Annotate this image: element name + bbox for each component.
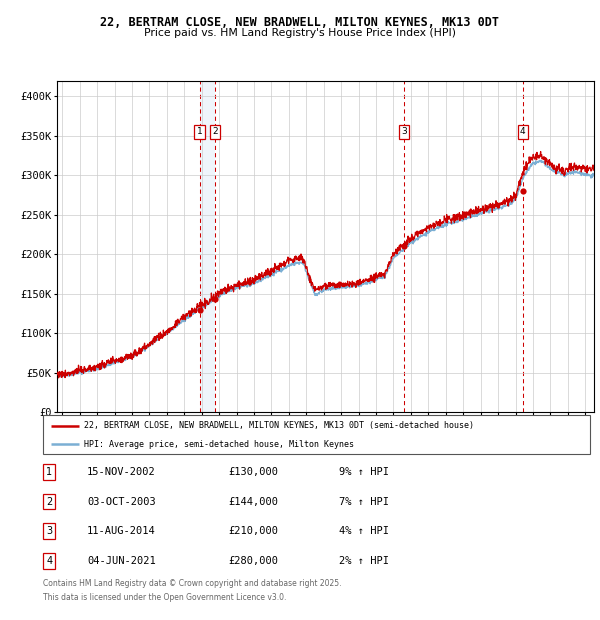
Text: Price paid vs. HM Land Registry's House Price Index (HPI): Price paid vs. HM Land Registry's House … [144,28,456,38]
Text: 9% ↑ HPI: 9% ↑ HPI [339,467,389,477]
Text: 1: 1 [46,467,52,477]
Text: 3: 3 [46,526,52,536]
Text: 3: 3 [401,128,407,136]
Text: 2% ↑ HPI: 2% ↑ HPI [339,556,389,566]
Text: 4% ↑ HPI: 4% ↑ HPI [339,526,389,536]
Text: 15-NOV-2002: 15-NOV-2002 [87,467,156,477]
Text: £280,000: £280,000 [228,556,278,566]
Text: This data is licensed under the Open Government Licence v3.0.: This data is licensed under the Open Gov… [43,593,287,602]
Text: £130,000: £130,000 [228,467,278,477]
Text: 04-JUN-2021: 04-JUN-2021 [87,556,156,566]
Bar [200,81,215,412]
Text: 22, BERTRAM CLOSE, NEW BRADWELL, MILTON KEYNES, MK13 0DT (semi-detached house): 22, BERTRAM CLOSE, NEW BRADWELL, MILTON … [84,421,474,430]
Text: HPI: Average price, semi-detached house, Milton Keynes: HPI: Average price, semi-detached house,… [84,440,354,449]
Text: 4: 4 [46,556,52,566]
Text: £210,000: £210,000 [228,526,278,536]
Text: 4: 4 [520,128,526,136]
Text: 11-AUG-2014: 11-AUG-2014 [87,526,156,536]
Text: £144,000: £144,000 [228,497,278,507]
Text: 7% ↑ HPI: 7% ↑ HPI [339,497,389,507]
FancyBboxPatch shape [43,415,590,454]
Text: 22, BERTRAM CLOSE, NEW BRADWELL, MILTON KEYNES, MK13 0DT: 22, BERTRAM CLOSE, NEW BRADWELL, MILTON … [101,16,499,29]
Text: 1: 1 [197,128,202,136]
Text: 2: 2 [46,497,52,507]
Text: 03-OCT-2003: 03-OCT-2003 [87,497,156,507]
Text: Contains HM Land Registry data © Crown copyright and database right 2025.: Contains HM Land Registry data © Crown c… [43,579,342,588]
Text: 2: 2 [212,128,218,136]
